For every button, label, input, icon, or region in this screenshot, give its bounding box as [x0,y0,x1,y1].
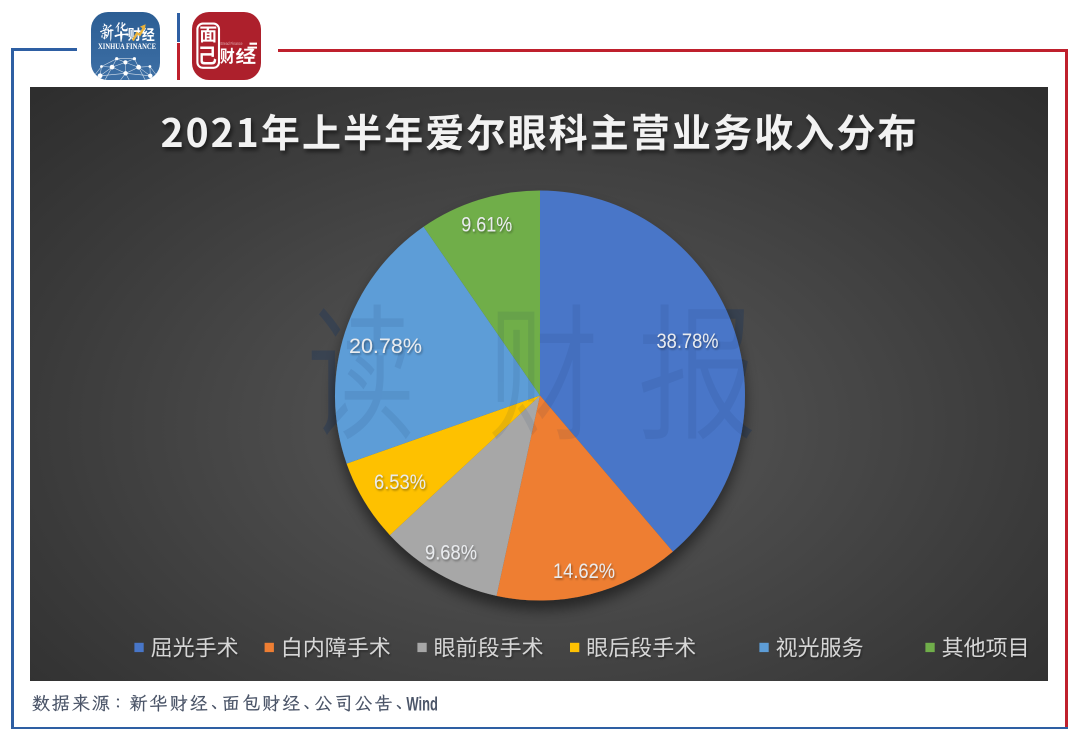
svg-text:20.78%: 20.78% [349,335,422,358]
svg-text:Bread Finance: Bread Finance [221,41,243,46]
svg-text:Wind: Wind [406,695,438,716]
svg-text:XINHUA FINANCE: XINHUA FINANCE [98,42,156,51]
svg-text:9.61%: 9.61% [461,214,512,237]
svg-text:6.53%: 6.53% [374,471,426,494]
svg-text:14.62%: 14.62% [553,560,615,583]
svg-text:9.68%: 9.68% [425,541,477,564]
svg-text:38.78%: 38.78% [657,330,719,353]
